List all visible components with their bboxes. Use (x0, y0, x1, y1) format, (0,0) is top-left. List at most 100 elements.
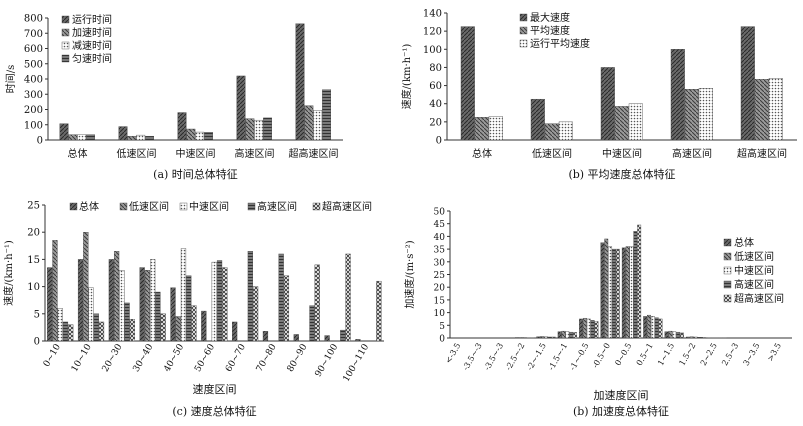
legend-swatch (69, 202, 78, 211)
bar-c-1-1 (83, 231, 89, 342)
x-category-label: -1.5~-1 (547, 342, 570, 372)
legend-label: 低速区间 (129, 200, 169, 213)
x-category-label: 低速区间 (117, 147, 157, 160)
bar-d-10-3 (676, 331, 681, 339)
chart-acceleration-characteristics: 05101520253035404550加速度/(m·s⁻²)<-3.5-3.5… (403, 208, 792, 418)
bar-c-3-0 (139, 267, 145, 342)
x-category-label: 0.5~1 (635, 342, 655, 368)
bar-a-0-0 (59, 123, 69, 141)
y-tick-label: 30 (434, 258, 446, 268)
chart-title: (b) 平均速度总体特征 (568, 167, 675, 181)
legend-swatch (519, 26, 528, 35)
bar-d-7-0 (600, 242, 605, 339)
legend-swatch (179, 202, 188, 211)
legend-label: 中速区间 (734, 264, 774, 277)
bar-c-9-0 (324, 335, 330, 342)
bar-c-1-0 (77, 259, 84, 342)
chart-title: (a) 时间总体特征 (153, 167, 238, 181)
bar-c-5-3 (216, 260, 223, 342)
bar-a-4-2 (313, 110, 323, 141)
bar-c-8-3 (309, 305, 315, 342)
x-category-label: <-3.5 (444, 342, 463, 366)
x-category-label: 10~10 (70, 342, 94, 374)
bar-c-3-1 (144, 270, 151, 342)
y-tick-label: 200 (24, 105, 43, 116)
legend-swatch (61, 41, 70, 50)
legend-label: 高速区间 (734, 278, 774, 291)
chart-title: (c) 速度总体特征 (172, 404, 256, 418)
bar-d-6-4 (594, 321, 599, 339)
bar-d-7-3 (612, 248, 616, 339)
legend-label: 低速区间 (734, 250, 774, 263)
bar-a-4-1 (304, 105, 314, 141)
bar-d-11-0 (685, 336, 690, 339)
bar-d-10-4 (680, 332, 684, 339)
bar-b-3-2 (698, 88, 713, 141)
x-category-label: 80~90 (286, 342, 310, 374)
bar-c-8-4 (314, 264, 320, 342)
y-tick-label: 50 (434, 208, 446, 218)
x-category-label: 中速区间 (176, 147, 216, 160)
bar-d-4-0 (536, 336, 541, 339)
bar-a-4-0 (295, 23, 305, 141)
bar-c-0-2 (57, 308, 63, 342)
bar-d-6-2 (586, 318, 591, 339)
bar-c-0-4 (68, 324, 74, 342)
bar-d-4-3 (547, 336, 552, 339)
bar-c-9-4 (345, 253, 351, 342)
bar-c-3-4 (160, 313, 166, 342)
legend-label: 加速时间 (72, 26, 112, 39)
legend-label: 最大速度 (530, 11, 570, 24)
y-axis-label: 时间/s (4, 65, 17, 94)
y-tick-label: 25 (27, 201, 40, 212)
bar-c-10-0 (355, 339, 361, 342)
x-category-label: 40~50 (162, 342, 186, 374)
bar-d-11-2 (693, 336, 698, 339)
bar-c-2-2 (119, 270, 125, 342)
x-category-label: 2~2.5 (699, 342, 719, 368)
legend-label: 中速区间 (189, 200, 229, 213)
y-axis-label: 速度/(km·h⁻¹) (400, 44, 413, 110)
legend-swatch (119, 202, 128, 211)
x-category-label: 中速区间 (602, 147, 642, 160)
bar-d-6-0 (579, 318, 583, 339)
bar-d-8-4 (637, 224, 642, 339)
y-tick-label: 20 (429, 117, 442, 128)
bar-d-7-1 (604, 238, 609, 339)
bar-d-10-0 (664, 331, 669, 339)
x-category-label: -3.5~-3 (482, 342, 505, 372)
bar-b-1-0 (530, 98, 545, 141)
bar-c-3-3 (155, 291, 161, 342)
legend-label: 匀速时间 (72, 52, 112, 65)
y-tick-label: 20 (434, 284, 446, 294)
bar-b-0-1 (474, 117, 489, 141)
x-category-label: 30~40 (132, 342, 156, 374)
bar-d-3-2 (522, 337, 527, 339)
legend-swatch (519, 39, 528, 48)
bar-c-1-3 (93, 313, 99, 342)
y-axis-label: 速度/(km·h⁻¹) (2, 240, 15, 306)
legend-swatch (723, 252, 732, 261)
bar-c-4-1 (175, 316, 181, 342)
bar-b-4-1 (754, 79, 769, 141)
bar-d-6-1 (582, 317, 587, 339)
y-tick-label: 120 (423, 27, 442, 38)
legend-label: 总体 (79, 200, 99, 213)
y-tick-label: 140 (423, 9, 442, 20)
y-tick-label: 600 (24, 44, 43, 55)
bar-c-1-4 (98, 321, 105, 342)
bar-b-4-2 (768, 78, 783, 141)
legend-label: 运行时间 (72, 13, 112, 26)
x-category-label: 1~1.5 (656, 342, 676, 368)
bar-d-6-3 (590, 320, 595, 339)
x-category-label: -1~-0.5 (568, 342, 591, 372)
x-category-label: 20~30 (101, 342, 125, 374)
bar-d-8-2 (629, 246, 634, 339)
bar-d-4-1 (540, 336, 545, 339)
legend-label: 总体 (734, 236, 754, 249)
y-tick-label: 40 (429, 99, 442, 110)
x-category-label: 总体 (68, 147, 88, 160)
bar-a-1-1 (127, 135, 137, 141)
bar-a-3-3 (263, 117, 273, 141)
bar-d-4-2 (544, 336, 548, 339)
